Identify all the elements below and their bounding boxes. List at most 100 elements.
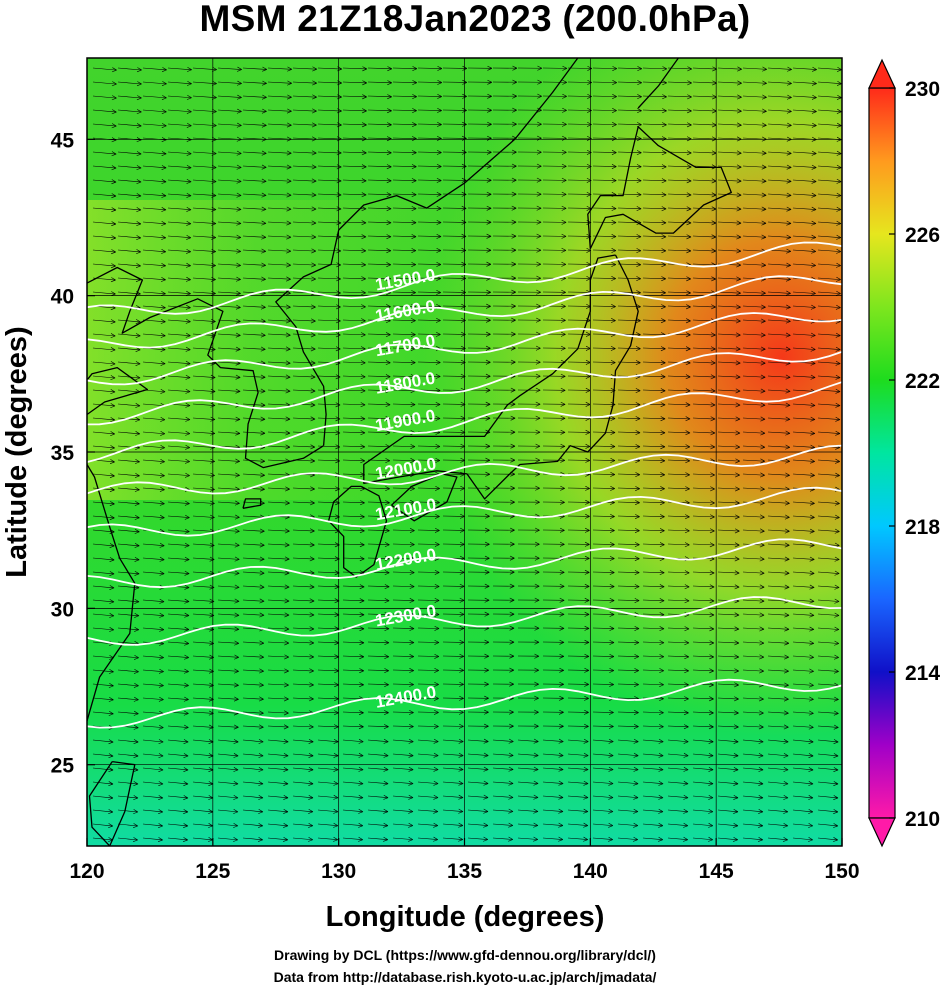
wind-vector <box>642 654 665 660</box>
wind-vector <box>617 290 641 296</box>
wind-vector <box>292 682 314 688</box>
wind-vector <box>667 276 691 282</box>
wind-vector <box>667 626 690 632</box>
wind-vector <box>392 220 417 225</box>
wind-vector <box>667 290 691 296</box>
wind-vector <box>142 207 167 212</box>
wind-vector <box>142 305 166 310</box>
wind-vector <box>692 402 716 408</box>
wind-vector <box>142 724 164 730</box>
wind-vector <box>517 177 542 183</box>
wind-vector <box>717 752 739 758</box>
wind-vector <box>142 514 165 520</box>
wind-vector <box>367 108 392 114</box>
wind-vector <box>167 514 190 520</box>
wind-vector <box>667 178 692 184</box>
wind-vector <box>342 752 364 758</box>
wind-vector <box>167 234 192 240</box>
wind-vector <box>167 164 192 170</box>
wind-vector <box>467 513 490 519</box>
wind-vector <box>267 822 289 828</box>
wind-vector <box>267 360 291 366</box>
wind-vector <box>767 696 789 702</box>
wind-vector <box>417 766 439 772</box>
wind-vector <box>417 583 440 589</box>
wind-vector <box>92 67 117 73</box>
wind-vector <box>367 738 389 744</box>
wind-vector <box>467 219 492 225</box>
wind-vector <box>667 472 690 478</box>
wind-vector <box>467 233 492 239</box>
wind-vector <box>567 359 591 365</box>
wind-vector <box>542 569 565 575</box>
wind-vector <box>517 569 540 575</box>
wind-vector <box>167 416 191 422</box>
wind-vector <box>117 837 138 842</box>
wind-vector <box>667 640 690 646</box>
wind-vector <box>517 191 542 197</box>
wind-vector <box>242 795 264 800</box>
wind-vector <box>92 263 116 269</box>
wind-vector <box>642 514 665 520</box>
wind-vector <box>517 597 540 603</box>
wind-vector <box>592 346 616 351</box>
wind-vector <box>317 668 339 674</box>
wind-vector <box>167 192 192 198</box>
wind-vector <box>592 780 614 786</box>
wind-vector <box>592 444 616 449</box>
wind-vector <box>567 794 589 800</box>
wind-vector <box>667 822 689 828</box>
wind-vector <box>717 696 739 702</box>
wind-vector <box>92 571 115 576</box>
wind-vector <box>817 598 840 604</box>
wind-vector <box>117 626 140 632</box>
wind-vector <box>492 555 515 561</box>
wind-vector <box>642 738 664 744</box>
wind-vector <box>217 640 240 646</box>
wind-vector <box>592 248 617 253</box>
wind-vector <box>617 584 640 589</box>
wind-vector <box>392 822 414 828</box>
wind-vector <box>667 458 691 464</box>
wind-vector <box>717 626 740 632</box>
wind-vector <box>292 500 315 506</box>
wind-vector <box>567 766 589 772</box>
wind-vector <box>167 626 190 632</box>
wind-vector <box>617 94 642 100</box>
wind-vector <box>267 276 291 282</box>
wind-vector <box>92 711 114 716</box>
wind-vector <box>717 220 742 226</box>
wind-vector <box>517 317 541 323</box>
wind-vector <box>117 95 142 101</box>
wind-vector <box>142 277 166 282</box>
wind-vector <box>767 682 789 688</box>
wind-vector <box>767 472 790 478</box>
wind-vector <box>767 640 790 646</box>
wind-vector <box>667 570 690 576</box>
wind-vector <box>292 220 317 226</box>
wind-vector <box>342 66 368 72</box>
wind-vector <box>617 80 642 86</box>
wind-vector <box>542 709 564 715</box>
wind-vector <box>442 653 465 659</box>
wind-vector <box>792 262 816 268</box>
wind-vector <box>367 612 390 618</box>
wind-vector <box>342 374 366 380</box>
wind-vector <box>467 359 491 365</box>
wind-vector <box>167 696 189 702</box>
wind-vector <box>492 177 517 183</box>
wind-vector <box>92 81 117 87</box>
wind-vector <box>192 262 216 268</box>
wind-vector <box>667 514 690 520</box>
wind-vector <box>367 528 390 534</box>
wind-vector <box>442 219 467 225</box>
wind-vector <box>392 752 414 758</box>
wind-vector <box>242 304 266 310</box>
wind-vector <box>217 556 240 562</box>
wind-vector <box>342 108 367 114</box>
wind-vector <box>742 654 765 660</box>
wind-vector <box>192 767 214 772</box>
wind-vector <box>742 234 767 240</box>
wind-vector <box>467 79 493 85</box>
wind-vector <box>267 753 289 758</box>
